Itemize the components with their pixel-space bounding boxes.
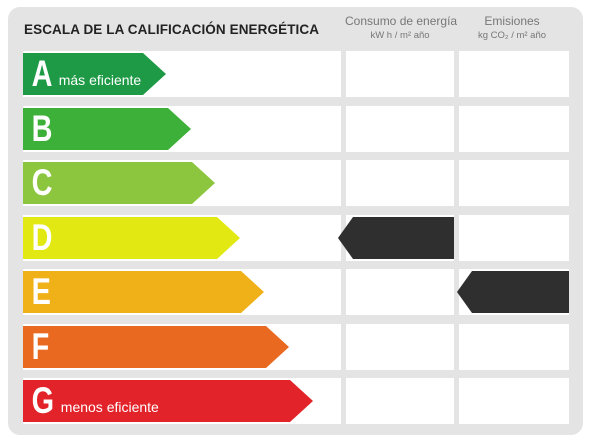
band-row-d: D (23, 215, 341, 261)
band-letter: A (31, 53, 53, 94)
consumo-cell-d (338, 215, 454, 261)
band-arrow-d: D (23, 217, 240, 259)
emisiones-rating-marker (457, 271, 569, 313)
band-arrow-e: E (23, 271, 264, 313)
emisiones-cell-d (459, 215, 569, 261)
emisiones-cell-f (459, 324, 569, 370)
band-row-e: E (23, 269, 341, 315)
band-caption: menos eficiente (60, 399, 159, 415)
band-row-c: C (23, 160, 341, 206)
band-arrow-c: C (23, 162, 215, 204)
consumo-cell-b (346, 106, 454, 152)
column-header-consumo: Consumo de energía kW h / m² año (345, 14, 458, 44)
band-letter: C (31, 162, 53, 203)
emisiones-cell-b (459, 106, 569, 152)
consumo-cell-a (346, 51, 454, 97)
consumo-cell-e (346, 269, 454, 315)
column-header-emisiones-label: Emisiones (484, 14, 540, 28)
consumo-cell-g (346, 378, 454, 424)
band-row-b: B (23, 106, 341, 152)
column-header-emisiones-unit: kg CO₂ / m² año (477, 30, 547, 41)
band-arrow-b: B (23, 108, 191, 150)
emisiones-cell-g (459, 378, 569, 424)
emisiones-cell-a (459, 51, 569, 97)
band-caption: más eficiente (58, 72, 142, 88)
emisiones-cell-c (459, 160, 569, 206)
consumo-cell-c (346, 160, 454, 206)
band-letter: D (31, 217, 53, 258)
scale-title: ESCALA DE LA CALIFICACIÓN ENERGÉTICA (24, 22, 320, 37)
column-header-emisiones: Emisiones kg CO₂ / m² año (456, 14, 568, 44)
column-header-consumo-label: Consumo de energía (345, 14, 458, 28)
consumo-cell-f (346, 324, 454, 370)
band-letter: E (31, 271, 51, 312)
band-row-f: F (23, 324, 341, 370)
band-letter: B (31, 108, 53, 149)
band-letter: F (31, 326, 50, 367)
consumo-rating-marker (338, 217, 454, 259)
band-arrow-f: F (23, 326, 289, 368)
column-header-consumo-unit: kW h / m² año (370, 30, 430, 41)
band-letter: G (31, 380, 55, 421)
emisiones-cell-e (457, 269, 569, 315)
